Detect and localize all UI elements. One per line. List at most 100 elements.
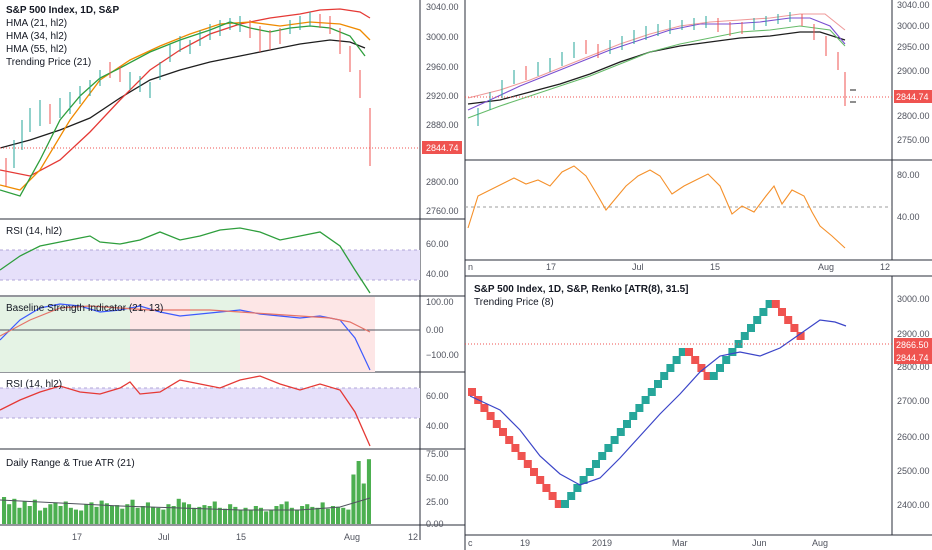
tick-label: 75.00 xyxy=(426,449,449,459)
legend-line: RSI (14, hl2) xyxy=(6,226,62,237)
last-price-label: 2844.74 xyxy=(896,92,929,102)
renko-brick xyxy=(542,484,551,492)
atr-bar xyxy=(284,501,289,524)
legend-line: Trending Price (8) xyxy=(474,297,554,308)
left-atr-pane: Daily Range & True ATR (21) 75.00 50.00 … xyxy=(0,449,449,529)
renko-brick xyxy=(759,308,768,316)
atr-bar xyxy=(63,501,68,524)
x-tick-label: c xyxy=(468,538,473,548)
renko-brick xyxy=(623,420,631,428)
atr-bar xyxy=(279,504,284,524)
atr-bar xyxy=(187,504,192,524)
tick-label: −100.00 xyxy=(426,350,459,360)
rsi-band xyxy=(0,388,420,418)
atr-bar xyxy=(238,510,243,524)
renko-brick xyxy=(666,364,675,372)
hma21-line xyxy=(0,21,366,197)
tick-label: 3040.00 xyxy=(897,0,930,10)
atr-bar xyxy=(264,511,269,524)
atr-bar xyxy=(274,506,279,524)
atr-bar xyxy=(248,509,253,524)
tick-label: 3000.00 xyxy=(426,32,459,42)
renko-brick xyxy=(598,452,607,460)
atr-bar xyxy=(320,502,325,524)
atr-bar xyxy=(197,506,202,524)
atr-bar xyxy=(361,483,366,524)
atr-bar xyxy=(7,504,12,524)
atr-bar xyxy=(43,507,48,524)
atr-bar xyxy=(315,507,320,524)
x-tick-label: Jun xyxy=(752,538,767,548)
atr-bar xyxy=(32,499,37,524)
renko-axis: 3000.00 2900.00 2800.00 2700.00 2600.00 … xyxy=(894,294,932,510)
atr-bar xyxy=(300,506,305,524)
renko-brick xyxy=(486,412,495,420)
atr-bar xyxy=(217,507,222,524)
rt-osc-pane: 80.00 40.00 xyxy=(465,165,920,249)
left-main-legend: S&P 500 Index, 1D, S&P HMA (21, hl2) HMA… xyxy=(6,5,120,68)
renko-brick xyxy=(567,492,576,500)
rt-candles xyxy=(477,12,856,126)
rsi1-line xyxy=(0,227,371,294)
baseline-zone xyxy=(190,297,240,372)
tick-label: 3000.00 xyxy=(897,21,930,31)
atr-bars xyxy=(2,459,371,524)
baseline-blue-line xyxy=(0,303,371,371)
renko-brick xyxy=(480,404,489,412)
atr-bar xyxy=(140,506,145,524)
atr-bar xyxy=(104,503,109,524)
atr-bar xyxy=(336,506,341,524)
tick-label: 2880.00 xyxy=(426,120,459,130)
atr-bar xyxy=(192,507,197,524)
renko-brick xyxy=(505,436,514,444)
tick-label: 50.00 xyxy=(426,473,449,483)
atr-bar xyxy=(125,504,130,524)
x-tick-label: 17 xyxy=(546,262,556,272)
renko-brick xyxy=(647,388,656,396)
rt-axis: 3040.00 3000.00 2950.00 2900.00 2800.00 … xyxy=(894,0,932,145)
tick-label: 100.00 xyxy=(426,297,454,307)
renko-brick xyxy=(468,388,476,396)
renko-brick xyxy=(691,356,700,364)
legend-line: S&P 500 Index, 1D, S&P, Renko [ATR(8), 3… xyxy=(474,284,689,295)
renko-price-label: 2866.50 xyxy=(896,340,929,350)
atr-bar xyxy=(294,509,299,524)
atr-bar xyxy=(27,506,32,524)
atr-bar xyxy=(233,506,238,524)
atr-bar xyxy=(89,502,94,524)
renko-brick xyxy=(610,436,619,444)
atr-bar xyxy=(325,508,330,524)
tick-label: 60.00 xyxy=(426,239,449,249)
x-tick-label: Aug xyxy=(344,532,360,542)
renko-brick xyxy=(790,324,799,332)
x-tick-label: Jul xyxy=(158,532,170,542)
x-tick-label: Aug xyxy=(818,262,834,272)
renko-brick xyxy=(765,300,774,308)
left-rsi1-pane: RSI (14, hl2) 60.00 40.00 xyxy=(0,226,449,294)
renko-brick xyxy=(703,372,712,380)
tick-label: 2760.00 xyxy=(426,206,459,216)
atr-line xyxy=(0,497,371,511)
atr-bar xyxy=(38,510,43,524)
baseline-zone xyxy=(320,297,375,372)
left-main-axis: 3040.00 3000.00 2960.00 2920.00 2880.00 … xyxy=(422,2,462,216)
renko-brick xyxy=(778,308,786,316)
atr-bar xyxy=(346,509,351,524)
x-tick-label: 12 xyxy=(408,532,418,542)
x-tick-label: Mar xyxy=(672,538,688,548)
atr-bar xyxy=(145,502,150,524)
atr-bar xyxy=(79,510,84,524)
renko-brick xyxy=(554,500,563,508)
atr-bar xyxy=(12,498,17,524)
atr-bar xyxy=(151,506,156,524)
atr-bar xyxy=(120,508,125,524)
atr-bar xyxy=(289,507,294,524)
tick-label: 2800.00 xyxy=(897,111,930,121)
last-price-label: 2844.74 xyxy=(426,143,459,153)
atr-bar xyxy=(212,501,217,524)
renko-brick xyxy=(573,484,582,492)
left-candles xyxy=(5,12,371,186)
atr-bar xyxy=(341,507,346,524)
tick-label: 2400.00 xyxy=(897,500,930,510)
atr-bar xyxy=(99,500,104,524)
